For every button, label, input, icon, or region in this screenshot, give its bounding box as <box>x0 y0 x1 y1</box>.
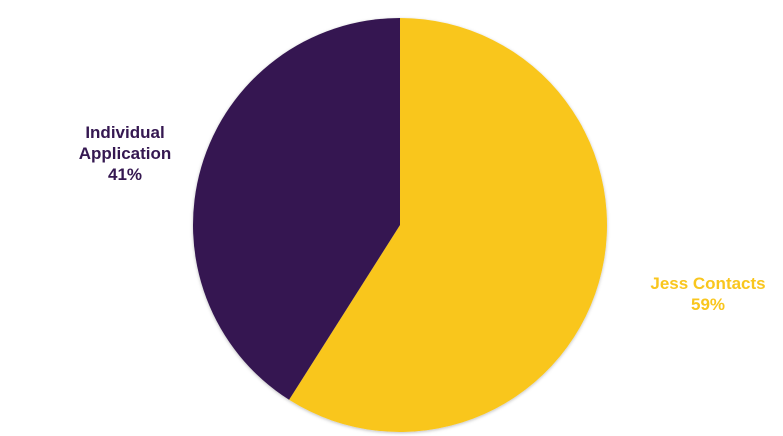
individual-application-value-label: 41% <box>107 165 143 184</box>
individual-application-label-line-2: Application <box>78 144 172 163</box>
individual-application-label-line-1: Individual <box>85 123 165 142</box>
individual-application-label: Individual Application 41% <box>50 122 200 185</box>
pie-slice-jess-contacts <box>289 18 607 432</box>
pie-slice-individual-application <box>193 18 400 400</box>
jess-contacts-value-label: 59% <box>690 295 726 314</box>
jess-contacts-label: Jess Contacts 59% <box>628 273 783 315</box>
jess-contacts-label-name: Jess Contacts <box>650 274 766 293</box>
